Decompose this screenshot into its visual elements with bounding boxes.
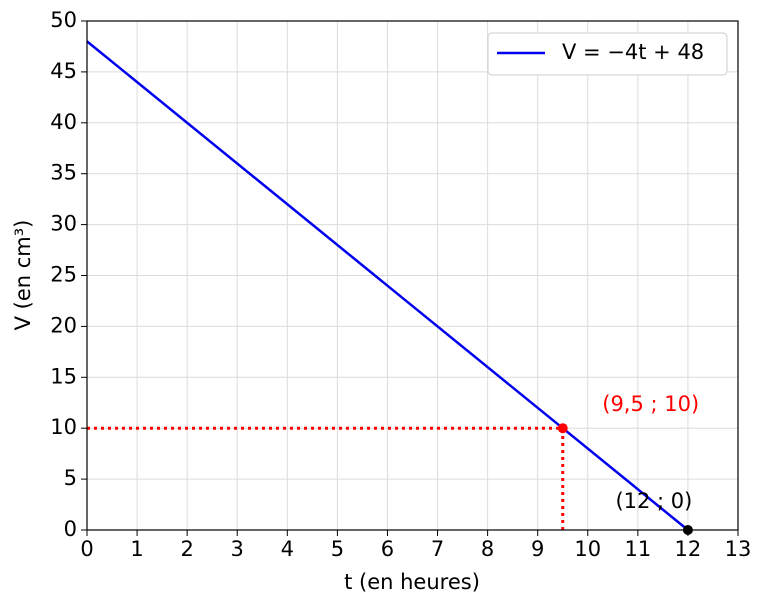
x-tick-label: 6 [381,537,394,561]
y-tick-label: 35 [50,161,77,185]
legend-label: V = −4t + 48 [562,40,704,64]
y-tick-label: 20 [50,313,77,337]
y-tick-label: 25 [50,263,77,287]
x-tick-label: 2 [180,537,193,561]
x-tick-label: 11 [624,537,651,561]
point-label: (9,5 ; 10) [602,392,699,416]
x-tick-label: 4 [281,537,294,561]
x-tick-label: 5 [331,537,344,561]
y-tick-label: 45 [50,59,77,83]
x-tick-label: 12 [675,537,702,561]
point-label: (12 ; 0) [615,489,692,513]
x-tick-label: 7 [431,537,444,561]
y-tick-label: 5 [64,466,77,490]
y-tick-label: 10 [50,415,77,439]
x-axis-label: t (en heures) [344,570,480,594]
point [557,423,568,434]
x-tick-label: 10 [574,537,601,561]
legend-box [487,32,728,76]
plot-frame [86,20,739,531]
y-tick-label: 40 [50,110,77,134]
x-tick-label: 3 [231,537,244,561]
x-tick-label: 8 [481,537,494,561]
series-line [86,40,689,531]
y-tick-label: 15 [50,364,77,388]
x-tick-label: 0 [80,537,93,561]
y-tick-label: 0 [64,517,77,541]
y-tick-label: 30 [50,212,77,236]
x-tick-label: 1 [130,537,143,561]
y-axis-label: V (en cm³) [11,220,35,331]
x-tick-label: 9 [531,537,544,561]
y-tick-label: 50 [50,8,77,32]
x-tick-label: 13 [725,537,752,561]
